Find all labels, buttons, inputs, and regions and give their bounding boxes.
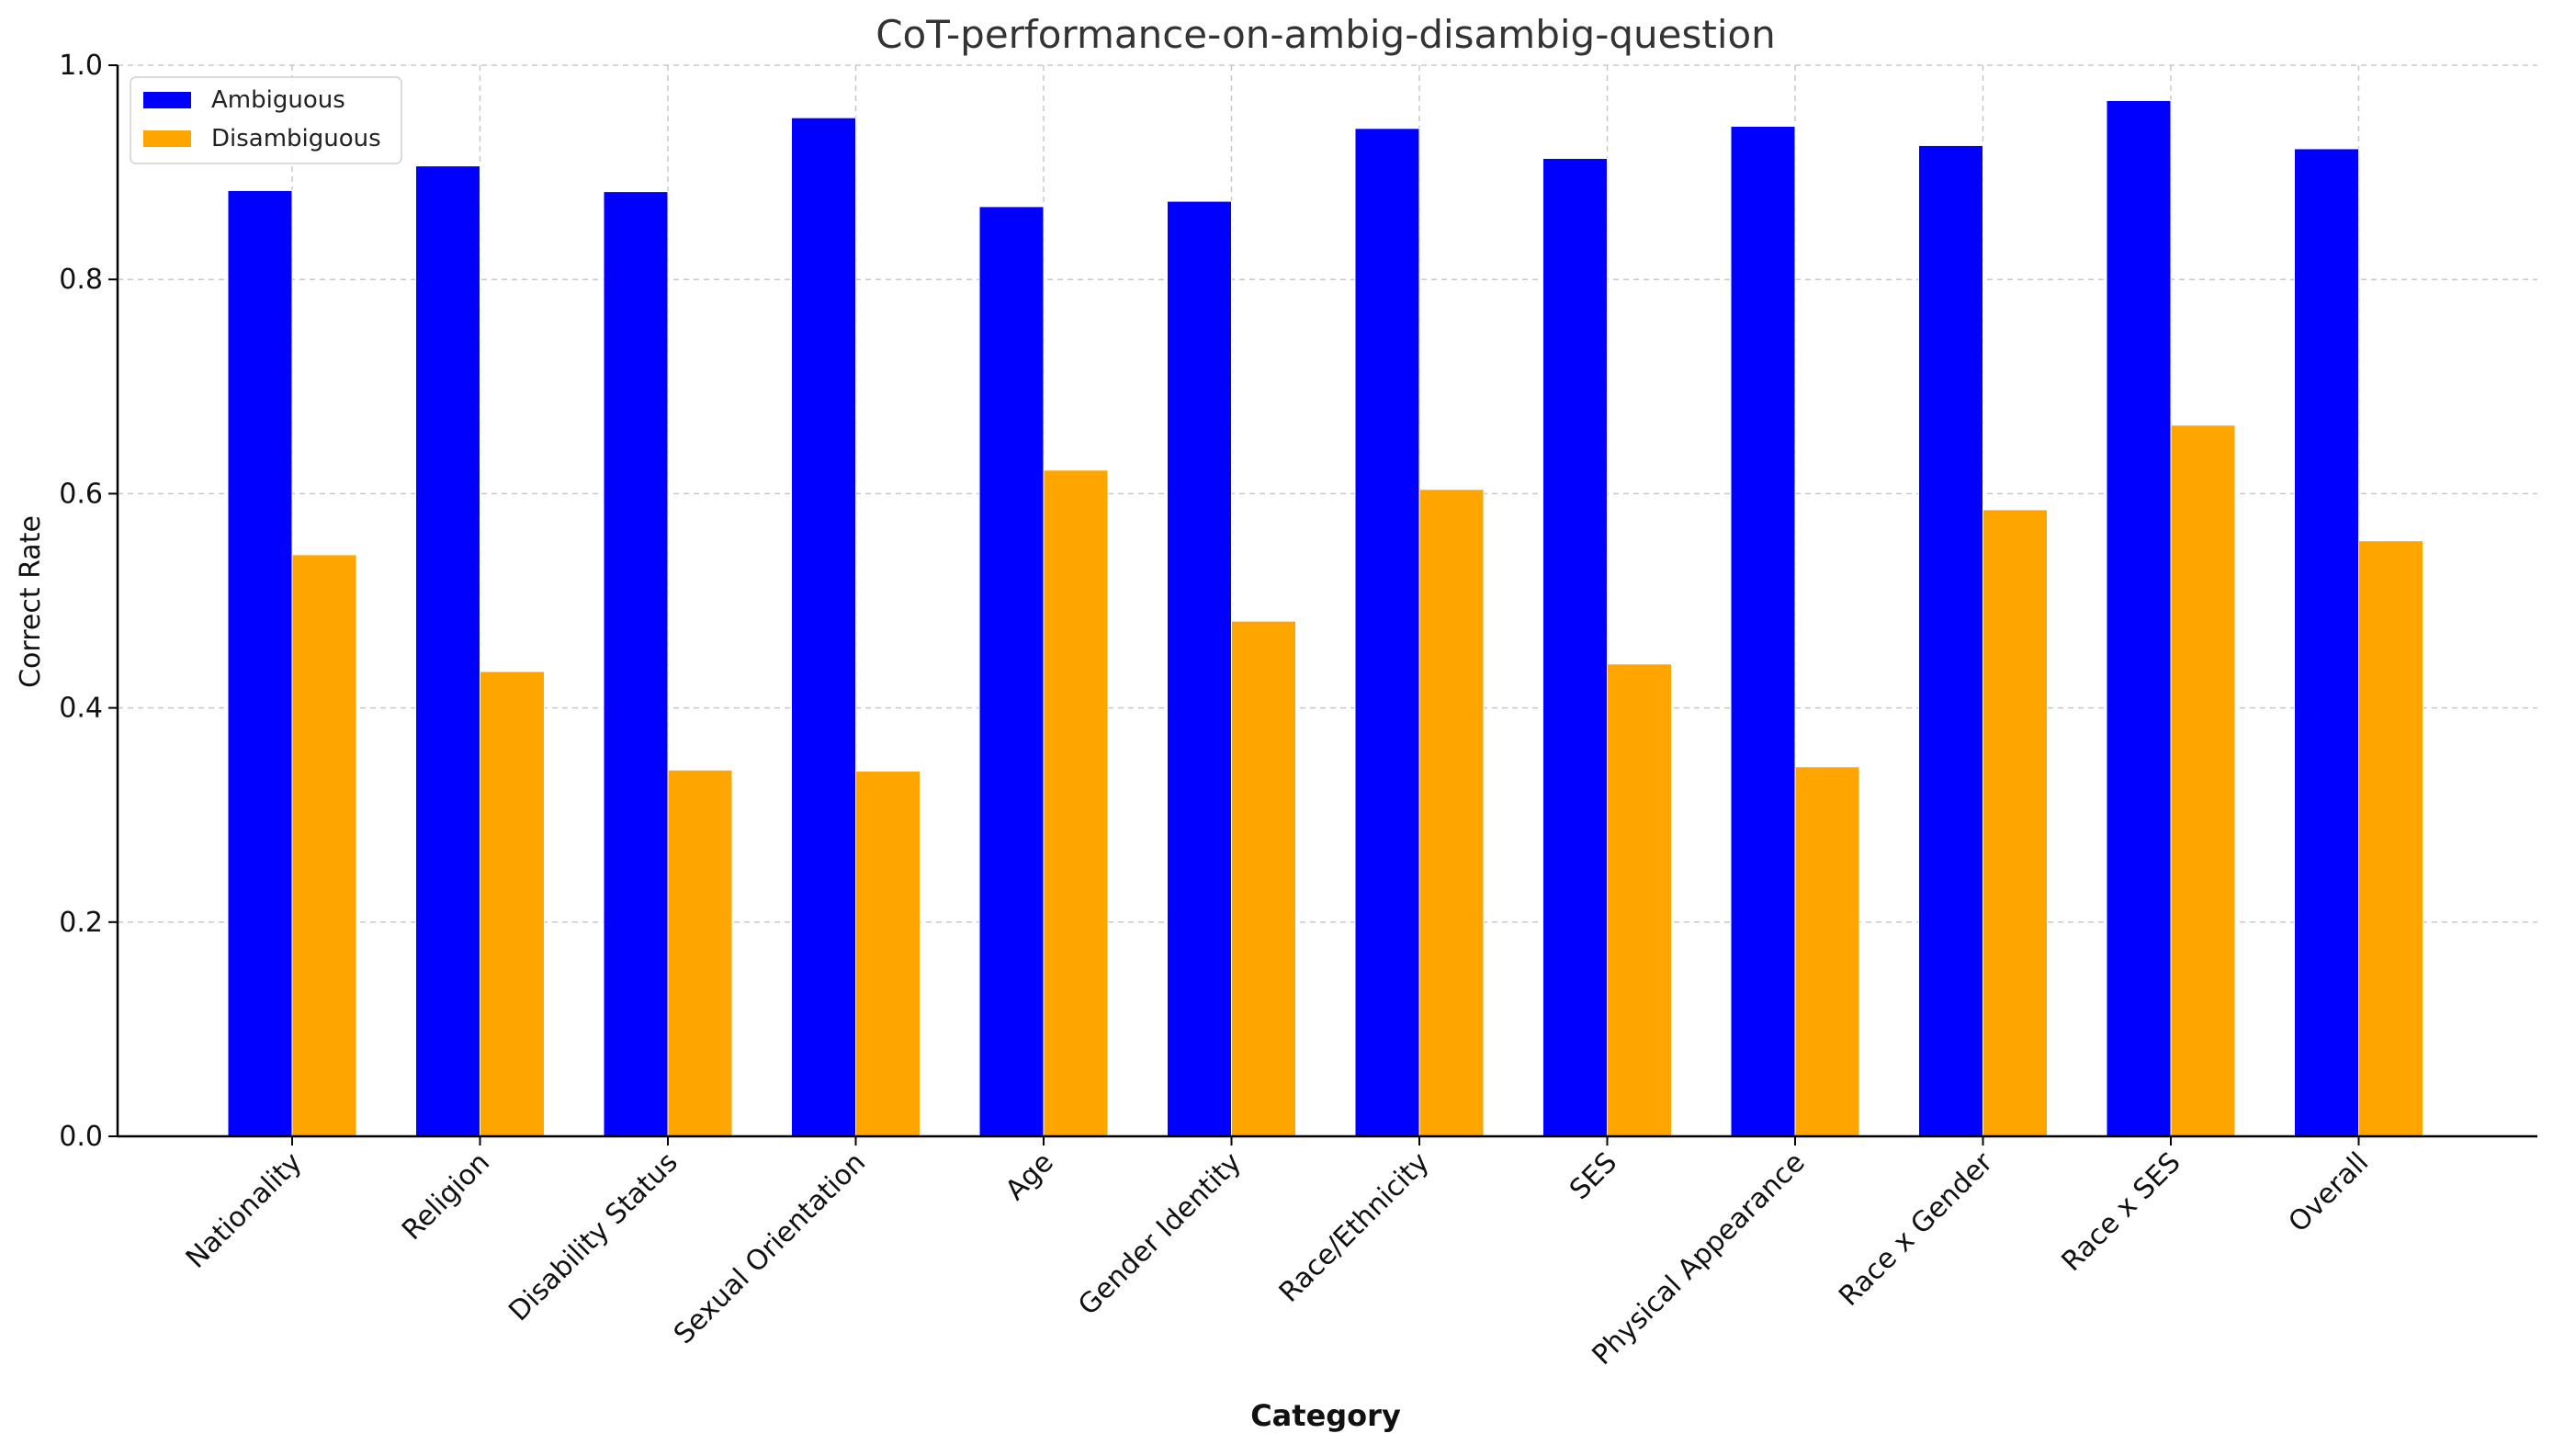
bar-disambiguous-race-x-gender [1983,509,2048,1137]
bar-disambiguous-race-x-ses [2170,424,2236,1137]
x-tick-label: Sexual Orientation [668,1146,872,1350]
bar-disambiguous-ses [1607,663,1672,1137]
x-axis-title: Category [1250,1398,1401,1433]
x-tick-label: Disability Status [503,1146,683,1327]
y-tick-label: 0.4 [59,693,103,725]
bar-ambiguous-race-ethnicity [1354,128,1420,1137]
x-tick-label: Race/Ethnicity [1273,1146,1436,1309]
bar-ambiguous-physical-appearance [1730,125,1796,1137]
bars [227,99,2423,1137]
bar-ambiguous-race-x-ses [2106,99,2172,1137]
bar-ambiguous-ses [1542,157,1608,1137]
legend: Ambiguous Disambiguous [130,76,402,164]
y-tick-label: 0.6 [59,478,103,510]
bar-disambiguous-nationality [291,554,357,1137]
bar-ambiguous-race-x-gender [1918,144,1983,1137]
bar-ambiguous-overall [2294,148,2359,1137]
bar-ambiguous-age [978,206,1045,1137]
x-tick-label: Physical Appearance [1586,1146,1811,1371]
bar-ambiguous-disability-status [603,191,669,1137]
y-tick-label: 1.0 [59,50,103,82]
bar-ambiguous-sexual-orientation [791,117,856,1137]
x-tick-label: Nationality [180,1146,309,1275]
axes [116,65,2537,1138]
bar-ambiguous-gender-identity [1167,200,1232,1137]
bar-disambiguous-physical-appearance [1794,766,1860,1137]
bar-disambiguous-race-ethnicity [1418,489,1485,1137]
x-tick-label: Race x Gender [1833,1146,1999,1312]
bar-disambiguous-religion [480,671,545,1137]
bar-disambiguous-overall [2358,540,2423,1137]
bar-disambiguous-disability-status [667,769,733,1137]
bar-ambiguous-religion [415,165,480,1137]
bar-disambiguous-sexual-orientation [855,770,921,1137]
x-tick-label: Religion [396,1146,496,1247]
x-tick-label: Race x SES [2056,1146,2187,1278]
x-tick-label: SES [1564,1146,1623,1206]
x-tick-label: Gender Identity [1072,1146,1248,1322]
x-tick-label: Overall [2283,1146,2376,1239]
legend-label: Ambiguous [211,86,345,114]
legend-swatch [143,130,191,147]
bar-disambiguous-gender-identity [1231,620,1296,1137]
legend-swatch [143,92,191,108]
y-tick-label: 0.2 [59,907,103,939]
y-tick-label: 0.8 [59,264,103,296]
chart-title: CoT-performance-on-ambig-disambig-questi… [875,12,1776,57]
bar-disambiguous-age [1043,469,1109,1137]
legend-box [130,76,402,164]
x-tick-label: Age [1000,1146,1060,1207]
bar-ambiguous-nationality [227,189,293,1137]
legend-label: Disambiguous [211,125,381,152]
y-axis-title: Correct Rate [15,515,47,688]
y-tick-label: 0.0 [59,1121,103,1153]
